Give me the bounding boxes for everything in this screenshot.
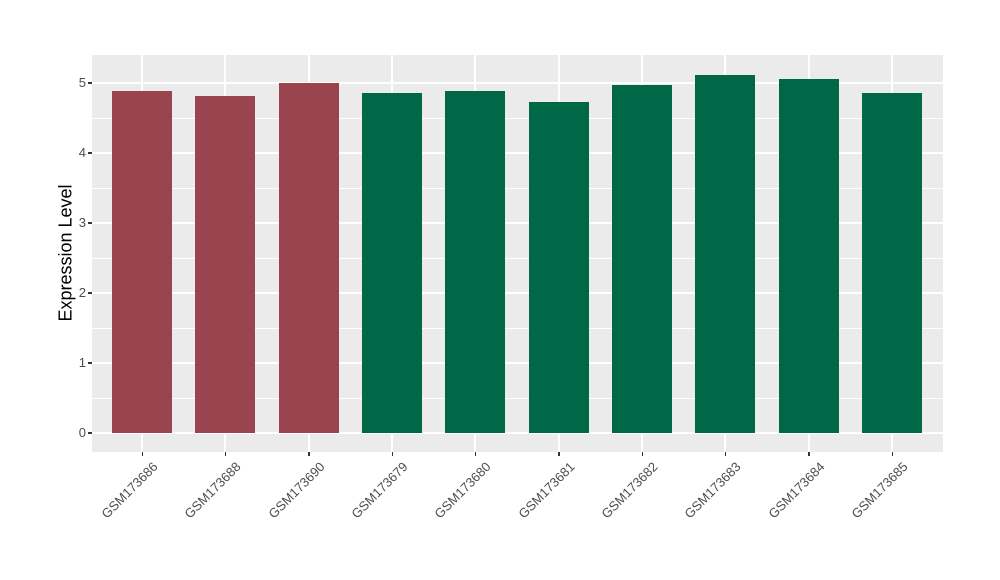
major-gridline-y-1 [92, 362, 943, 364]
bar-GSM173679 [362, 93, 423, 433]
x-tick-label-GSM173685: GSM173685 [848, 459, 911, 522]
major-gridline-y-5 [92, 82, 943, 84]
x-tick-label-GSM173688: GSM173688 [181, 459, 244, 522]
plot-panel [92, 55, 943, 452]
bar-GSM173688 [195, 96, 256, 433]
x-tick-label-GSM173684: GSM173684 [765, 459, 828, 522]
x-tick-GSM173681 [558, 452, 560, 456]
x-tick-GSM173680 [474, 452, 477, 456]
y-tick-5 [88, 82, 92, 84]
minor-gridline-y-4.5 [92, 118, 943, 119]
y-tick-1 [88, 362, 92, 364]
x-tick-label-GSM173690: GSM173690 [265, 459, 328, 522]
minor-gridline-y-3.5 [92, 188, 943, 189]
minor-gridline-y-2.5 [92, 258, 943, 259]
y-tick-3 [88, 222, 92, 224]
x-tick-label-GSM173686: GSM173686 [98, 459, 161, 522]
x-tick-GSM173684 [808, 452, 810, 456]
x-tick-GSM173688 [224, 452, 227, 456]
x-tick-label-GSM173680: GSM173680 [431, 459, 495, 522]
major-gridline-y-4 [92, 152, 943, 154]
bar-GSM173680 [445, 91, 506, 433]
x-tick-GSM173690 [308, 452, 310, 456]
x-tick-label-GSM173681: GSM173681 [515, 459, 578, 522]
x-tick-label-GSM173683: GSM173683 [681, 459, 745, 522]
bar-GSM173684 [778, 79, 839, 433]
y-tick-label-1: 1 [78, 355, 86, 370]
bar-GSM173685 [862, 93, 923, 433]
bar-GSM173682 [612, 85, 673, 433]
x-tick-GSM173679 [391, 452, 394, 456]
y-tick-label-5: 5 [78, 75, 86, 90]
bar-GSM173686 [112, 91, 172, 433]
x-tick-label-GSM173682: GSM173682 [598, 459, 661, 522]
y-tick-label-4: 4 [78, 145, 86, 160]
bar-GSM173681 [528, 102, 589, 433]
x-tick-GSM173685 [891, 452, 894, 456]
y-tick-label-3: 3 [78, 215, 86, 230]
bar-GSM173690 [278, 83, 339, 433]
minor-gridline-y-0.5 [92, 398, 943, 399]
major-gridline-y-2 [92, 292, 943, 294]
major-gridline-y-0 [92, 432, 943, 434]
y-tick-0 [88, 432, 92, 434]
x-tick-GSM173682 [641, 452, 644, 456]
major-gridline-y-3 [92, 222, 943, 224]
y-tick-2 [88, 292, 92, 294]
y-tick-4 [88, 152, 92, 154]
x-tick-label-GSM173679: GSM173679 [348, 459, 411, 522]
y-tick-label-2: 2 [78, 285, 86, 300]
y-tick-label-0: 0 [78, 425, 86, 440]
x-tick-GSM173683 [724, 452, 727, 456]
minor-gridline-y-1.5 [92, 328, 943, 329]
bar-GSM173683 [695, 75, 756, 433]
x-tick-GSM173686 [141, 452, 143, 456]
